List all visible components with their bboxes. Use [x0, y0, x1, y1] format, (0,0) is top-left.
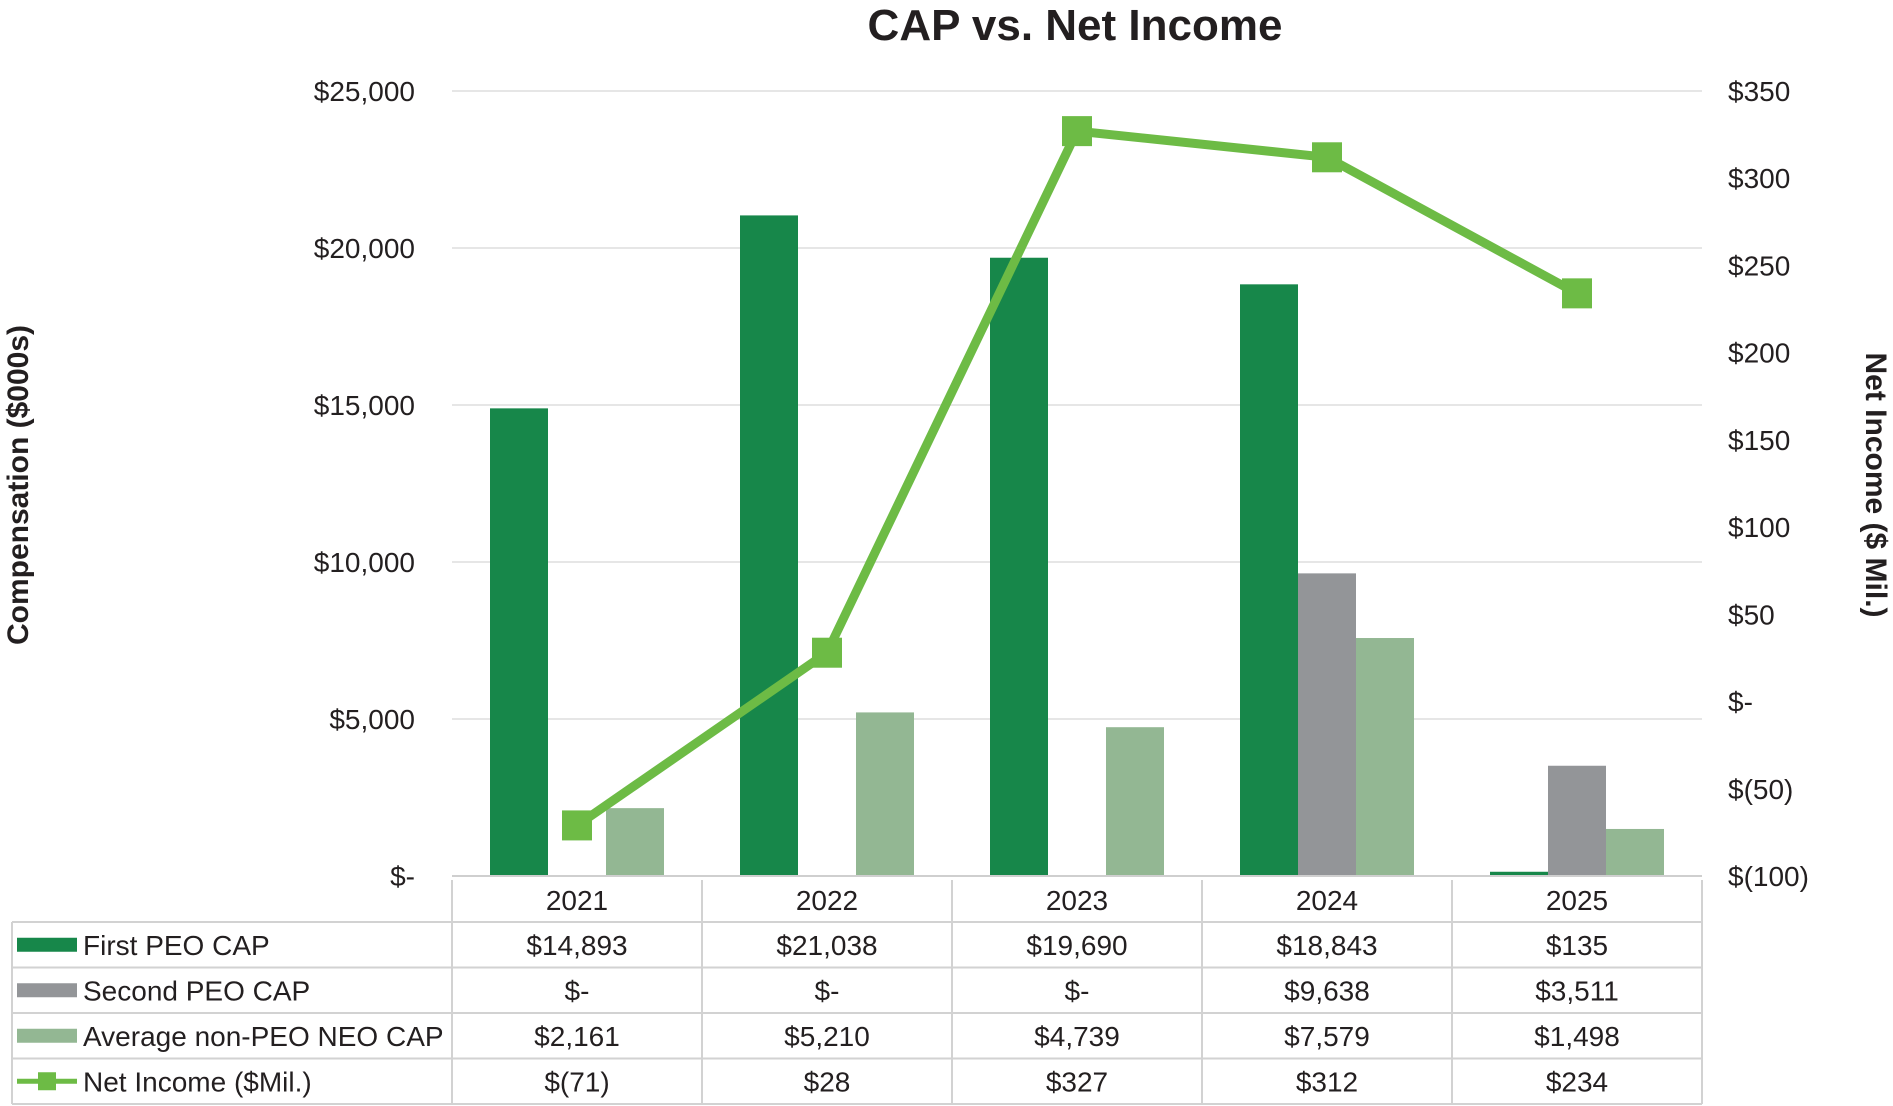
net-income-line-group [562, 116, 1592, 841]
net-income-marker-2024 [1312, 142, 1342, 173]
bar-first-peo-cap-2024 [1240, 284, 1298, 876]
y-right-tick-label: $50 [1728, 599, 1775, 630]
y-left-tick-label: $5,000 [329, 704, 415, 735]
data-label-second-peo-cap-2021: $- [565, 975, 590, 1006]
chart-title: CAP vs. Net Income [868, 1, 1283, 50]
y-right-tick-label: $350 [1728, 76, 1790, 107]
y-right-tick-label: $150 [1728, 425, 1790, 456]
data-table: 2021 2022 2023 2024 2025 First PEO CAP $14,893… [11, 880, 1703, 1105]
legend-label-second-peo-cap: Second PEO CAP [83, 975, 310, 1006]
axes: $- $5,000 $10,000 $15,000 $20,000 $25,000 $(10… [314, 76, 1809, 892]
bar-first-peo-cap-2021 [490, 408, 548, 876]
bar-average-non-peo-neo-cap-2021 [606, 808, 664, 876]
y-axis-right-title: Net Income ($ Mil.) [1859, 352, 1892, 617]
legend-key-first-peo-cap [17, 937, 77, 952]
data-label-average-non-peo-neo-cap-2023: $4,739 [1034, 1021, 1120, 1052]
y-left-tick-label: $15,000 [314, 390, 415, 421]
legend-key-marker [38, 1072, 56, 1091]
y-axis-left-title: Compensation ($000s) [2, 325, 35, 645]
x-tick-label-2025: 2025 [1546, 885, 1608, 916]
net-income-marker-2021 [562, 810, 592, 841]
y-left-tick-label: $25,000 [314, 76, 415, 107]
data-label-net-income-mil-2025: $234 [1546, 1066, 1608, 1097]
bar-first-peo-cap-2023 [990, 257, 1048, 876]
data-label-net-income-mil-2021: $(71) [544, 1066, 609, 1097]
data-label-average-non-peo-neo-cap-2021: $2,161 [534, 1021, 620, 1052]
data-label-second-peo-cap-2024: $9,638 [1284, 975, 1370, 1006]
data-label-second-peo-cap-2022: $- [815, 975, 840, 1006]
gridlines [452, 90, 1702, 720]
legend-label-first-peo-cap: First PEO CAP [83, 930, 270, 961]
table-row-first-peo-cap: First PEO CAP $14,893 $21,038 $19,690 $18,84… [17, 930, 1608, 961]
x-tick-label-2024: 2024 [1296, 885, 1358, 916]
net-income-marker-2022 [812, 637, 842, 668]
data-label-net-income-mil-2022: $28 [804, 1066, 851, 1097]
x-tick-label-2023: 2023 [1046, 885, 1108, 916]
bar-average-non-peo-neo-cap-2022 [856, 712, 914, 876]
bar-first-peo-cap-2022 [740, 215, 798, 876]
bars [490, 215, 1664, 876]
table-row-average-non-peo-neo-cap: Average non-PEO NEO CAP $2,161 $5,210 $4,73… [17, 1021, 1620, 1052]
y-right-tick-label: $100 [1728, 512, 1790, 543]
bar-second-peo-cap-2024 [1298, 573, 1356, 876]
data-label-average-non-peo-neo-cap-2022: $5,210 [784, 1021, 870, 1052]
data-label-first-peo-cap-2024: $18,843 [1276, 930, 1377, 961]
net-income-line [574, 126, 1580, 830]
data-label-first-peo-cap-2022: $21,038 [776, 930, 877, 961]
table-row-net-income-mil: Net Income ($Mil.) $(71) $28 $327 $312 $234 [17, 1066, 1608, 1097]
data-label-first-peo-cap-2025: $135 [1546, 930, 1608, 961]
y-right-tick-label: $(100) [1728, 861, 1809, 892]
legend-label-average-non-peo-neo-cap: Average non-PEO NEO CAP [83, 1021, 444, 1052]
data-label-second-peo-cap-2023: $- [1065, 975, 1090, 1006]
data-label-average-non-peo-neo-cap-2025: $1,498 [1534, 1021, 1620, 1052]
bar-average-non-peo-neo-cap-2025 [1606, 828, 1664, 876]
data-label-average-non-peo-neo-cap-2024: $7,579 [1284, 1021, 1370, 1052]
bar-second-peo-cap-2025 [1548, 765, 1606, 876]
data-label-first-peo-cap-2023: $19,690 [1026, 930, 1127, 961]
table-row-second-peo-cap: Second PEO CAP $- $- $- $9,638 $3,511 [17, 975, 1619, 1006]
y-right-tick-label: $- [1728, 687, 1753, 718]
y-left-tick-label: $20,000 [314, 233, 415, 264]
data-label-net-income-mil-2023: $327 [1046, 1066, 1108, 1097]
y-left-tick-label: $- [390, 861, 415, 892]
y-left-tick-label: $10,000 [314, 547, 415, 578]
data-label-second-peo-cap-2025: $3,511 [1535, 975, 1619, 1006]
x-tick-label-2021: 2021 [546, 885, 608, 916]
data-label-first-peo-cap-2021: $14,893 [526, 930, 627, 961]
bar-average-non-peo-neo-cap-2024 [1356, 638, 1414, 876]
x-tick-label-2022: 2022 [796, 885, 858, 916]
net-income-marker-2025 [1562, 278, 1592, 309]
y-right-tick-label: $(50) [1728, 774, 1793, 805]
bar-average-non-peo-neo-cap-2023 [1106, 727, 1164, 876]
data-label-net-income-mil-2024: $312 [1296, 1066, 1358, 1097]
net-income-marker-2023 [1062, 116, 1092, 147]
y-right-tick-label: $200 [1728, 338, 1790, 369]
y-right-tick-label: $300 [1728, 163, 1790, 194]
legend-key-average-non-peo-neo-cap [17, 1028, 77, 1043]
bar-first-peo-cap-2025 [1490, 871, 1548, 876]
legend-label-net-income-mil: Net Income ($Mil.) [83, 1066, 312, 1097]
y-right-tick-label: $250 [1728, 250, 1790, 281]
legend-key-second-peo-cap [17, 983, 77, 998]
